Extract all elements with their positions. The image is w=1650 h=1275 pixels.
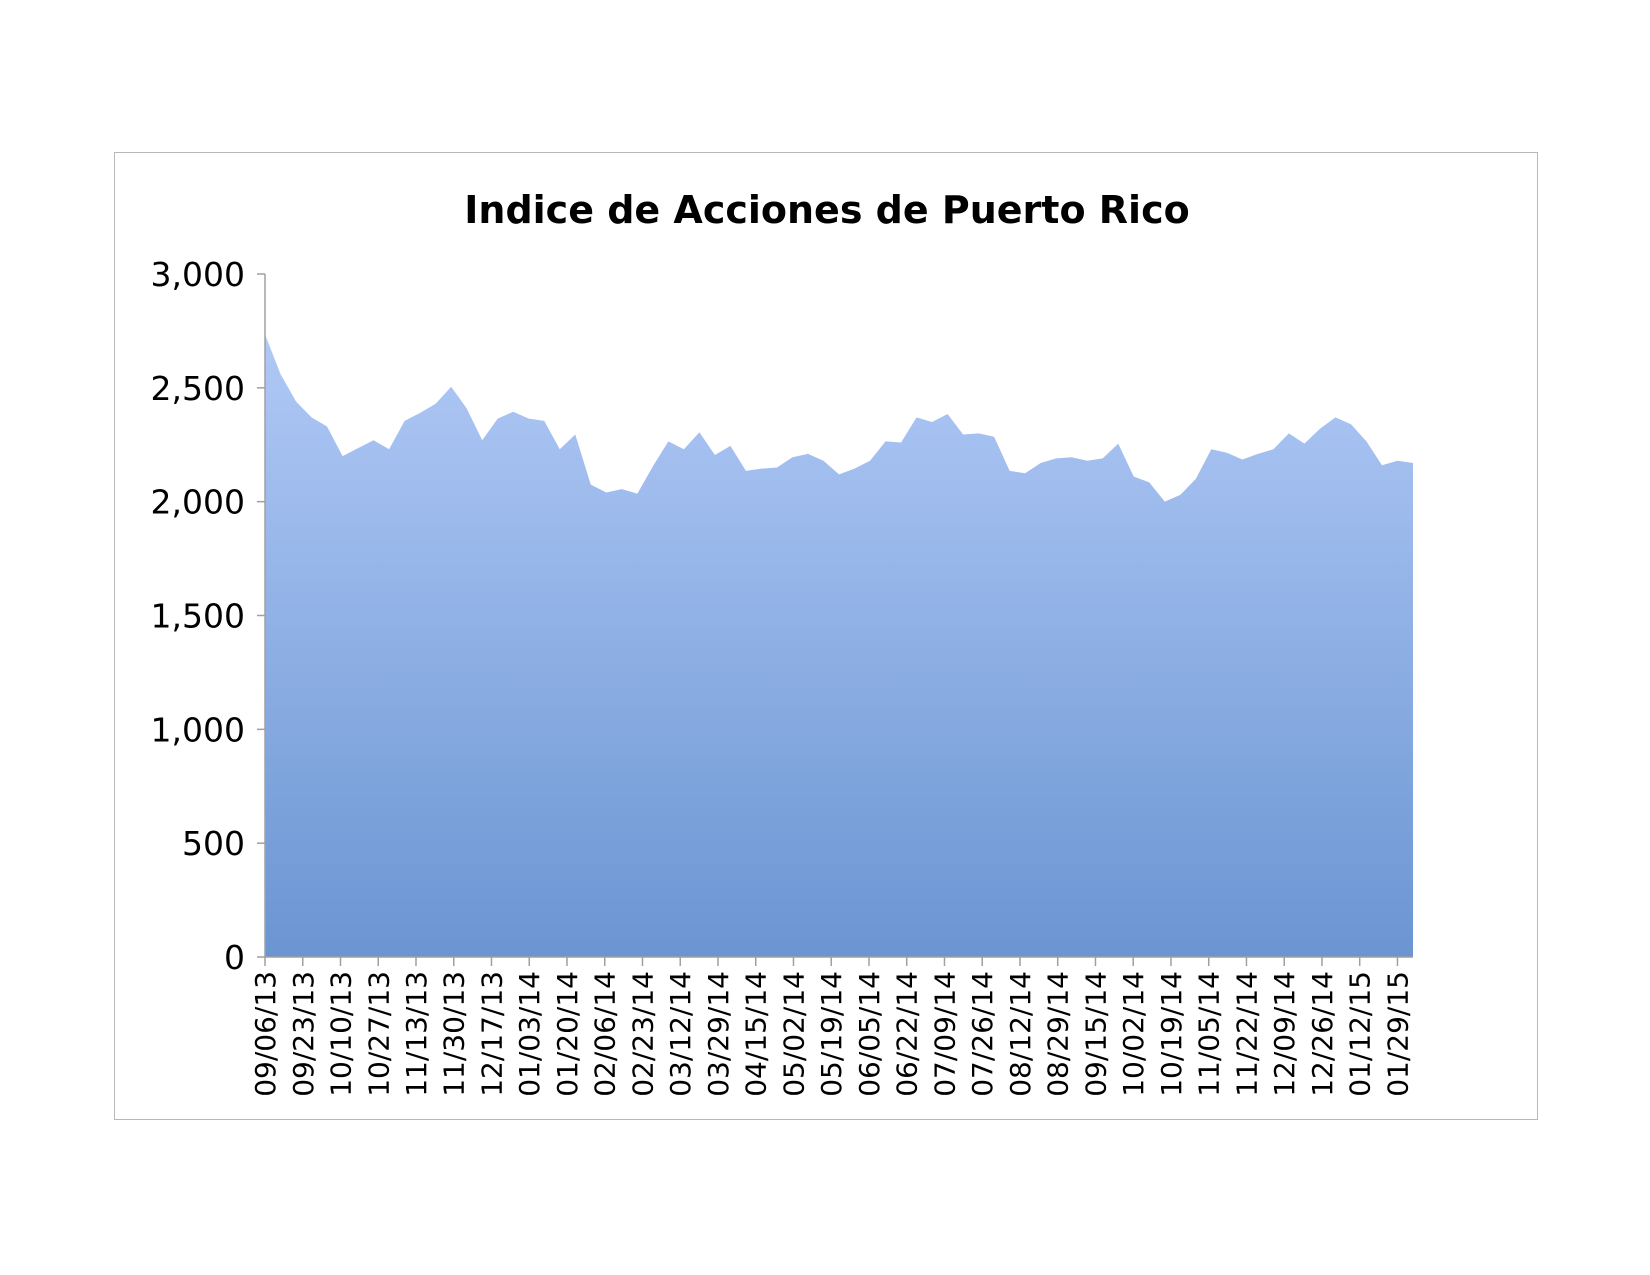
x-tick-label: 10/19/14 <box>1155 971 1188 1097</box>
x-tick-label: 11/13/13 <box>400 971 433 1097</box>
chart-frame: Indice de Acciones de Puerto Rico 0 500 1,… <box>114 152 1538 1120</box>
y-tick-label: 1,500 <box>151 597 245 636</box>
x-tick-label: 03/12/14 <box>664 971 697 1097</box>
y-tick-label: 2,000 <box>151 483 245 522</box>
index-area-series <box>265 334 1413 957</box>
chart-title: Indice de Acciones de Puerto Rico <box>464 188 1189 232</box>
x-tick-label: 04/15/14 <box>740 971 773 1097</box>
x-tick-label: 11/30/13 <box>438 971 471 1097</box>
x-tick-label: 06/22/14 <box>891 971 924 1097</box>
x-tick-label: 02/06/14 <box>589 971 622 1097</box>
y-tick-label: 0 <box>224 938 245 977</box>
x-tick-label: 05/19/14 <box>815 971 848 1097</box>
x-tick-label: 01/29/15 <box>1381 971 1414 1097</box>
x-tick-label: 09/23/13 <box>287 971 320 1097</box>
x-tick-label: 08/29/14 <box>1042 971 1075 1097</box>
x-tick-label: 10/27/13 <box>362 971 395 1097</box>
y-tick-label: 1,000 <box>151 710 245 749</box>
x-tick-label: 12/26/14 <box>1306 971 1339 1097</box>
x-tick-label: 07/26/14 <box>966 971 999 1097</box>
area-chart: Indice de Acciones de Puerto Rico 0 500 1,… <box>151 188 1415 1097</box>
x-tick-label: 09/06/13 <box>249 971 282 1097</box>
x-tick-label: 11/22/14 <box>1230 971 1263 1097</box>
x-tick-label: 07/09/14 <box>928 971 961 1097</box>
x-tick-label: 01/20/14 <box>551 971 584 1097</box>
x-tick-label: 01/03/14 <box>513 971 546 1097</box>
x-tick-label: 03/29/14 <box>702 971 735 1097</box>
x-tick-label: 12/17/13 <box>475 971 508 1097</box>
x-tick-label: 06/05/14 <box>853 971 886 1097</box>
x-tick-label: 08/12/14 <box>1004 971 1037 1097</box>
x-tick-label: 02/23/14 <box>626 971 659 1097</box>
x-tick-label: 01/12/15 <box>1344 971 1377 1097</box>
x-tick-label: 10/10/13 <box>325 971 358 1097</box>
y-tick-label: 500 <box>182 824 245 863</box>
y-tick-label: 2,500 <box>151 369 245 408</box>
y-tick-label: 3,000 <box>151 255 245 294</box>
x-tick-label: 11/05/14 <box>1193 971 1226 1097</box>
x-tick-label: 09/15/14 <box>1079 971 1112 1097</box>
x-tick-label: 10/02/14 <box>1117 971 1150 1097</box>
x-tick-label: 12/09/14 <box>1268 971 1301 1097</box>
x-tick-label: 05/02/14 <box>777 971 810 1097</box>
